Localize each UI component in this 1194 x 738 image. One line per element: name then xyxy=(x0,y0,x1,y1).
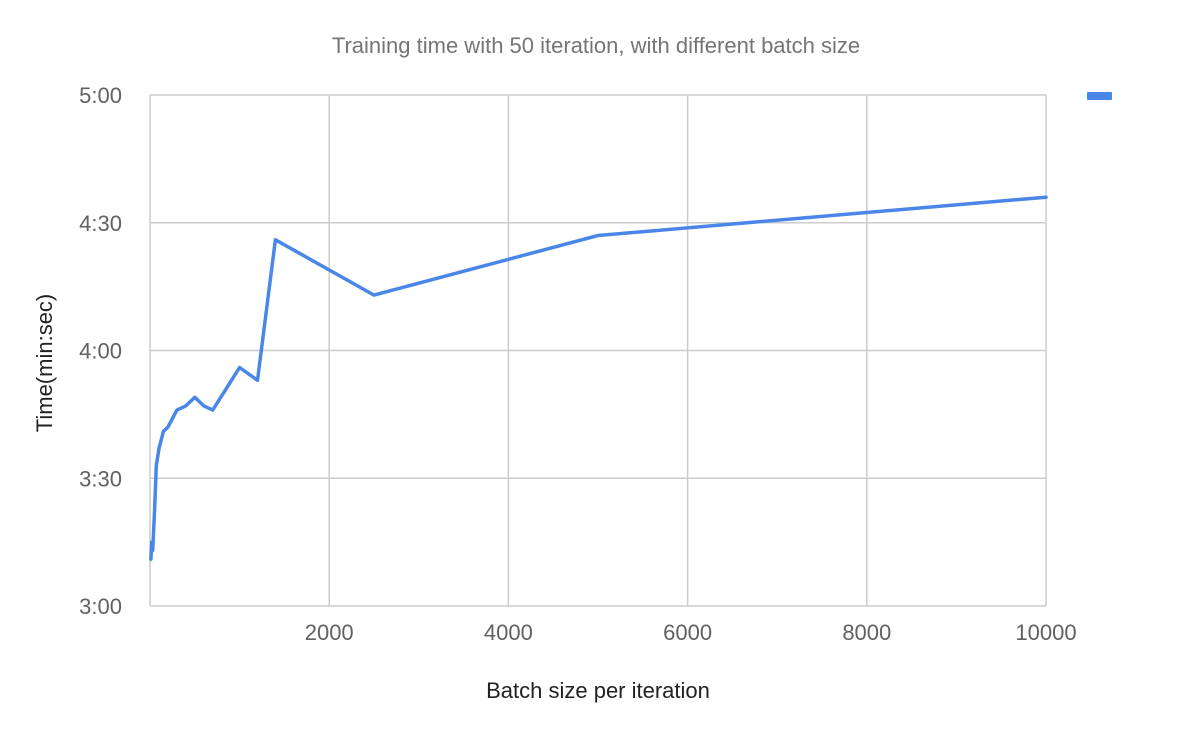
x-tick-label: 4000 xyxy=(484,620,533,645)
chart-title: Training time with 50 iteration, with di… xyxy=(332,33,860,58)
tick-layer: 3:00 3:30 4:00 4:30 5:00 2000 4000 6000 8000 1000… xyxy=(79,83,1076,645)
y-tick-label: 4:00 xyxy=(79,339,122,364)
y-axis-title: Time(min:sec) xyxy=(32,294,57,433)
grid-layer xyxy=(149,94,1047,607)
x-axis-title: Batch size per iteration xyxy=(486,678,710,703)
legend-swatch xyxy=(1087,92,1112,100)
x-tick-label: 6000 xyxy=(663,620,712,645)
y-tick-label: 4:30 xyxy=(79,211,122,236)
y-tick-label: 3:00 xyxy=(79,594,122,619)
x-tick-label: 8000 xyxy=(842,620,891,645)
y-tick-label: 5:00 xyxy=(79,83,122,108)
series-layer xyxy=(149,195,1048,561)
y-tick-label: 3:30 xyxy=(79,466,122,491)
series-line xyxy=(149,195,1048,561)
x-tick-label: 2000 xyxy=(305,620,354,645)
x-tick-label: 10000 xyxy=(1015,620,1076,645)
